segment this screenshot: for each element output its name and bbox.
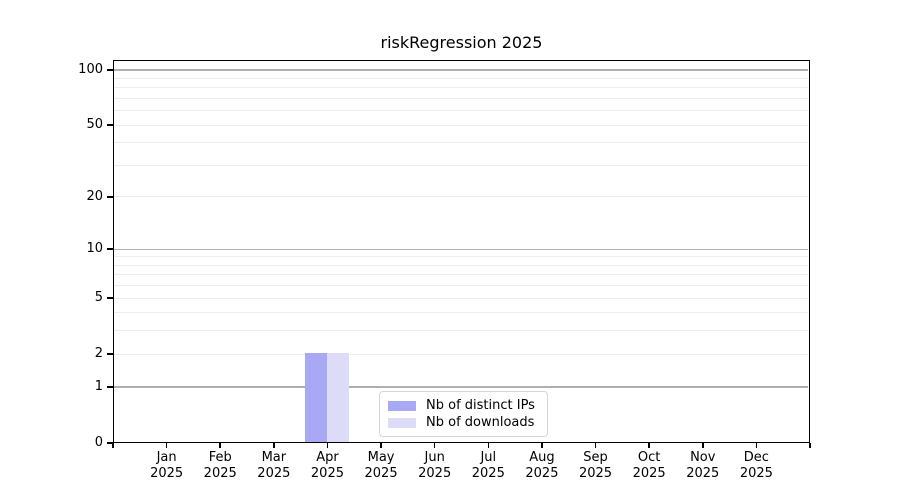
x-tick-mark [487,443,490,448]
y-tick-label: 50 [86,117,103,133]
x-tick-label-line: Sep [583,450,608,465]
x-tick-label-line: Jan [156,450,177,465]
x-tick-label-line: Nov [690,450,716,465]
legend-label-distinct-ips: Nb of distinct IPs [426,398,535,413]
x-tick-mark [809,443,811,448]
gridline-minor [114,274,808,276]
x-tick-label-line: 2025 [150,466,184,481]
x-tick-label: Dec 2025 [726,450,786,482]
x-tick-label-line: 2025 [578,466,613,481]
y-tick-label: 10 [86,241,103,257]
legend-entry-distinct-ips: Nb of distinct IPs [388,398,539,413]
gridline-minor [114,297,808,299]
y-tick-mark [107,297,113,299]
y-tick-label: 1 [94,378,103,394]
gridline-major [114,248,808,250]
y-tick-label: 20 [86,188,103,204]
gridline-minor [114,97,808,99]
chart-title: riskRegression 2025 [380,33,543,52]
y-tick-mark [107,386,113,388]
x-tick-label-line: Aug [529,450,555,465]
x-tick-mark [273,443,275,448]
x-tick-label: Jun 2025 [405,450,465,482]
x-tick-label-line: 2025 [632,466,666,481]
x-tick-mark [380,443,382,448]
gridline-minor [114,77,808,79]
gridline-minor [114,353,808,355]
y-tick-mark [107,248,113,250]
x-tick-label: Oct 2025 [619,450,679,482]
x-tick-label-line: 2025 [686,466,720,481]
x-tick-label-line: 2025 [525,466,559,481]
legend-entry-downloads: Nb of downloads [388,415,539,430]
x-tick-label: Jul 2025 [458,450,518,482]
y-tick-label: 0 [94,435,103,450]
gridline-minor [114,264,808,266]
y-tick-label: 100 [78,61,103,77]
gridline-minor [114,87,808,89]
plot-area: Nb of distinct IPs Nb of downloads [113,60,810,443]
legend-swatch-distinct-ips [388,400,416,411]
x-tick-mark [541,443,543,448]
x-tick-label-line: 2025 [471,466,505,481]
y-tick-label: 2 [94,346,103,362]
x-tick-label: Mar 2025 [244,450,304,482]
x-tick-label-line: 2025 [203,466,237,481]
gridline-major [114,386,808,388]
x-tick-label-line: 2025 [257,466,291,481]
bar-downloads [326,353,349,442]
x-tick-label: Jan 2025 [137,450,197,482]
y-tick-mark [107,196,113,198]
x-tick-label: Aug 2025 [512,450,572,482]
bar-distinct-ips [305,353,327,442]
x-tick-mark [112,443,114,448]
x-tick-label-line: May [367,450,395,465]
x-tick-label-line: Dec [743,450,769,465]
x-tick-mark [648,443,650,448]
legend: Nb of distinct IPs Nb of downloads [379,391,548,437]
x-tick-label: Nov 2025 [673,450,733,482]
x-tick-label-line: Mar [261,450,287,465]
gridline-minor [114,285,808,287]
x-tick-label: May 2025 [351,450,411,482]
x-tick-label-line: 2025 [739,466,773,481]
x-tick-label-line: Jun [424,450,445,465]
x-tick-label-line: Feb [208,450,232,465]
gridline-minor [114,142,808,144]
x-tick-mark [326,443,329,448]
x-tick-label-line: Jul [480,450,497,465]
x-tick-label: Feb 2025 [190,450,250,482]
gridline-minor [114,124,808,126]
x-tick-mark [702,443,704,448]
x-tick-label-line: 2025 [310,466,344,481]
y-tick-mark [107,124,113,126]
x-tick-mark [165,443,168,448]
gridline-minor [114,110,808,112]
gridline-minor [114,312,808,314]
x-tick-label-line: 2025 [418,466,452,481]
legend-swatch-downloads [388,417,416,428]
y-tick-mark [107,353,113,355]
gridline-minor [114,196,808,198]
x-tick-label: Apr 2025 [297,450,357,482]
legend-label-downloads: Nb of downloads [426,415,535,430]
x-tick-mark [219,443,221,448]
x-tick-mark [433,443,436,448]
gridline-minor [114,256,808,258]
x-tick-mark [755,443,758,448]
x-tick-label-line: Oct [637,450,661,465]
gridline-major [114,69,808,71]
x-tick-mark [594,443,597,448]
gridline-minor [114,330,808,332]
y-tick-mark [107,442,113,444]
y-tick-label: 5 [94,290,103,306]
gridline-minor [114,164,808,166]
x-tick-label-line: Apr [316,450,339,465]
x-tick-label-line: 2025 [364,466,398,481]
y-tick-mark [107,69,113,71]
x-tick-label: Sep 2025 [566,450,626,482]
